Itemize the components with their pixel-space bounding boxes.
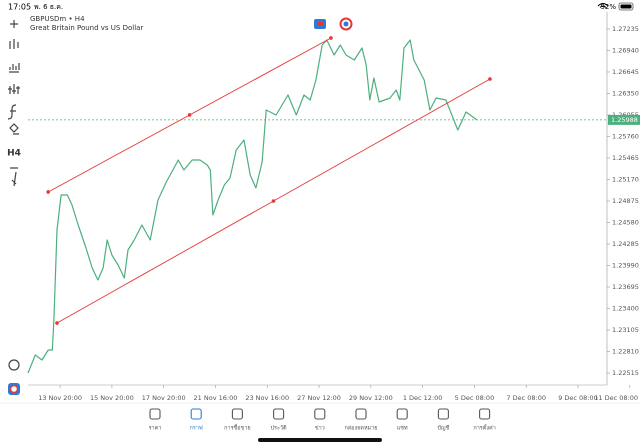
x-tick-label: 21 Nov 16:00 xyxy=(194,394,238,402)
y-tick-label: 1.26645 xyxy=(612,68,639,76)
x-tick-label: 23 Nov 16:00 xyxy=(245,394,289,402)
tab-label: ประวัติ xyxy=(271,425,287,432)
tab-icon xyxy=(231,408,243,420)
tab[interactable]: การตั้งค่า xyxy=(473,408,496,432)
y-tick-label: 1.23695 xyxy=(612,283,639,291)
tab-icon xyxy=(479,408,491,420)
tab-icon xyxy=(190,408,202,420)
tab[interactable]: บัญชี xyxy=(437,408,450,432)
tab[interactable]: การซื้อขาย xyxy=(224,408,251,432)
trend-line-handle xyxy=(271,199,276,203)
tab-icon xyxy=(355,408,367,420)
tab-icon xyxy=(437,408,449,420)
trend-line-anchor xyxy=(55,321,59,325)
x-tick-label: 29 Nov 12:00 xyxy=(349,394,393,402)
drawing-tool[interactable] xyxy=(10,167,18,187)
x-tick-label: 17 Nov 20:00 xyxy=(142,394,186,402)
price-line xyxy=(27,39,478,374)
x-tick-label: 15 Nov 20:00 xyxy=(90,394,134,402)
tab-label: บัญชี xyxy=(437,425,449,432)
x-tick-label: 1 Dec 12:00 xyxy=(403,394,443,402)
y-tick-label: 1.26940 xyxy=(612,46,639,54)
status-time: 17:05 xyxy=(8,3,31,12)
one-click-mark xyxy=(317,22,323,26)
volume-tool[interactable] xyxy=(9,63,20,73)
tab-icon xyxy=(149,408,161,420)
status-battery: 92% xyxy=(600,3,616,11)
tab-icon xyxy=(396,408,408,420)
trend-line-handle xyxy=(187,113,192,117)
y-tick-label: 1.23990 xyxy=(612,262,639,270)
y-tick-label: 1.23105 xyxy=(612,326,639,334)
y-tick-label: 1.25465 xyxy=(612,154,639,162)
tab[interactable]: ข่าว xyxy=(314,408,326,432)
app-icon-mark xyxy=(9,384,19,394)
zoom-tool[interactable] xyxy=(8,359,20,371)
tab[interactable]: แชท xyxy=(396,408,408,432)
tab[interactable]: ราคา xyxy=(149,408,162,432)
x-tick-label: 13 Nov 20:00 xyxy=(38,394,82,402)
tab-label: ราคา xyxy=(149,426,162,432)
x-tick-label: 27 Nov 12:00 xyxy=(297,394,341,402)
home-indicator xyxy=(258,438,382,442)
objects-tool[interactable] xyxy=(9,123,19,135)
y-tick-label: 1.26350 xyxy=(612,89,639,97)
one-click-sell-mark xyxy=(343,21,349,27)
trend-line-anchor xyxy=(329,36,333,40)
chart-type-tool[interactable] xyxy=(9,39,19,49)
current-price-box xyxy=(608,114,640,125)
battery-level xyxy=(620,4,632,9)
functions-tool[interactable] xyxy=(7,104,17,120)
crosshair-tool[interactable] xyxy=(10,20,18,28)
tab-label: ข่าว xyxy=(315,426,325,432)
trend-line-anchor xyxy=(46,190,50,194)
x-tick-label: 5 Dec 08:00 xyxy=(455,394,495,402)
y-tick-label: 1.24875 xyxy=(612,197,639,205)
left-toolbar xyxy=(7,20,20,371)
status-date: พ. 6 ธ.ค. xyxy=(34,3,63,11)
tab-label: แชท xyxy=(397,425,408,432)
tab-icon xyxy=(314,408,326,420)
tab-label: กล่องจดหมาย xyxy=(344,426,377,432)
y-tick-label: 1.25760 xyxy=(612,133,639,141)
tab-label: การตั้งค่า xyxy=(473,424,495,432)
y-tick-label: 1.27235 xyxy=(612,25,639,33)
y-tick-label: 1.22810 xyxy=(612,348,639,356)
timeframe[interactable]: H4 xyxy=(7,149,21,159)
tab-icon xyxy=(273,408,285,420)
x-tick-label: 7 Dec 08:00 xyxy=(506,394,546,402)
tab[interactable]: กล่องจดหมาย xyxy=(344,408,378,432)
battery-icon xyxy=(618,2,634,11)
y-tick-label: 1.24580 xyxy=(612,219,639,227)
y-tick-label: 1.24285 xyxy=(612,240,639,248)
indicators-tool[interactable] xyxy=(8,84,20,94)
chart-subtitle: Great Britain Pound vs US Dollar xyxy=(30,24,143,32)
y-tick-label: 1.25170 xyxy=(612,176,639,184)
x-tick-label: 9 Dec 08:00 xyxy=(558,394,598,402)
current-price-label: 1.25988 xyxy=(611,116,638,124)
tab-label: การซื้อขาย xyxy=(224,424,250,432)
y-tick-label: 1.23400 xyxy=(612,305,639,313)
y-tick-label: 1.22515 xyxy=(612,369,639,377)
chart-title: GBPUSDm • H4 xyxy=(30,15,85,23)
trend-line-anchor xyxy=(488,77,492,81)
tab[interactable]: ประวัติ xyxy=(271,408,287,432)
wifi-icon xyxy=(597,3,609,8)
tab-label: กราฟ xyxy=(190,425,203,432)
x-tick-label: 11 Dec 08:00 xyxy=(594,394,638,402)
tab[interactable]: กราฟ xyxy=(190,408,203,432)
